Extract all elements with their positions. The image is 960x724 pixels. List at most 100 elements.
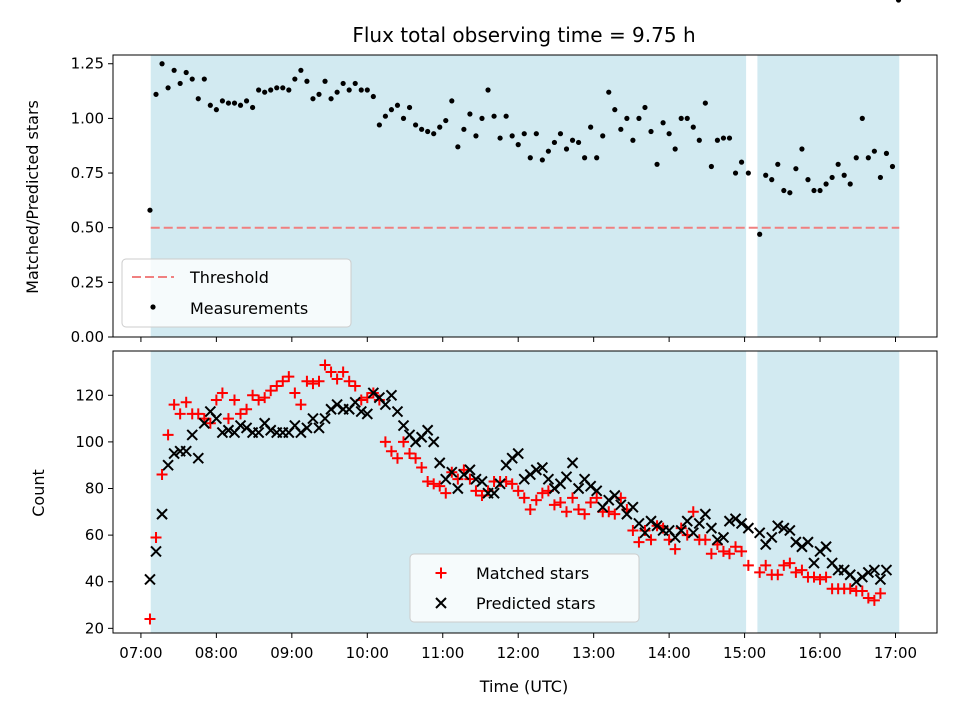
measurement-point — [618, 126, 624, 132]
predicted-star-point — [766, 531, 778, 544]
measurement-point — [316, 91, 322, 97]
predicted-star-point — [753, 527, 766, 539]
predicted-star-point — [560, 471, 573, 483]
measurement-point — [485, 87, 491, 93]
matched-star-point — [567, 492, 579, 504]
measurement-point — [877, 174, 884, 181]
measurement-point — [497, 135, 503, 141]
top-y-axis-label: Matched/Predicted stars — [23, 100, 42, 294]
predicted-star-point — [307, 412, 319, 425]
measurement-point — [895, 0, 902, 3]
predicted-star-point — [446, 466, 458, 478]
predicted-star-point — [488, 487, 500, 499]
measurement-point — [394, 102, 401, 108]
measurement-point — [382, 113, 389, 119]
bottom-legend: Matched stars Predicted stars — [409, 553, 640, 623]
matched-star-point — [844, 583, 856, 595]
predicted-star-point — [464, 464, 476, 476]
predicted-star-point — [397, 419, 410, 432]
predicted-star-point — [168, 447, 180, 460]
predicted-star-point — [802, 536, 814, 548]
measurement-point — [473, 133, 479, 139]
measurement-point — [642, 104, 648, 111]
measurement-point — [400, 115, 407, 121]
predicted-star-point — [862, 566, 875, 579]
top-axes-frame — [112, 54, 938, 338]
predicted-star-point — [186, 429, 198, 441]
matched-star-point — [162, 429, 174, 441]
predicted-star-point — [144, 573, 156, 586]
measurement-point — [775, 161, 781, 167]
measurement-point — [600, 133, 606, 139]
legend-measurements-swatch — [150, 304, 156, 310]
measurement-point — [708, 163, 714, 170]
matched-star-point — [579, 508, 591, 520]
predicted-star-point — [687, 527, 699, 539]
top-observing-window-1 — [757, 55, 900, 337]
matched-star-point — [464, 473, 476, 485]
predicted-star-point — [609, 489, 621, 502]
matched-star-point — [235, 408, 247, 420]
matched-star-point — [271, 380, 283, 392]
measurement-point — [575, 139, 582, 146]
measurement-point — [419, 126, 425, 132]
predicted-star-point — [434, 457, 446, 469]
matched-star-point — [548, 499, 560, 511]
matched-star-point — [222, 413, 234, 425]
matched-star-point — [742, 559, 754, 571]
matched-star-point — [591, 492, 603, 504]
measurement-point — [370, 93, 376, 100]
predicted-star-point — [234, 419, 247, 432]
predicted-star-point — [512, 447, 524, 460]
measurement-point — [521, 131, 527, 137]
matched-star-point — [319, 359, 331, 371]
predicted-star-point — [681, 515, 693, 527]
measurement-point — [364, 87, 370, 93]
bottom-y-tick-label-5: 120 — [75, 386, 104, 404]
measurement-point — [787, 190, 793, 196]
matched-star-point — [699, 534, 711, 546]
matched-star-point — [820, 571, 832, 583]
matched-star-point — [687, 506, 699, 518]
predicted-star-point — [693, 517, 706, 530]
matched-star-point — [440, 487, 452, 499]
measurement-point — [805, 177, 811, 183]
measurement-point — [147, 207, 153, 213]
measurement-point — [594, 155, 600, 161]
measurement-point — [515, 142, 521, 148]
matched-star-point — [796, 564, 808, 576]
measurement-point — [159, 61, 165, 67]
measurement-point — [249, 104, 256, 111]
matched-star-point — [669, 543, 681, 555]
measurement-point — [606, 89, 612, 95]
measurement-point — [443, 117, 449, 124]
predicted-star-point — [772, 520, 784, 532]
matched-star-point — [784, 557, 796, 569]
measurement-point — [280, 85, 286, 91]
matched-star-point — [760, 559, 772, 571]
x-tick-label-3: 10:00 — [346, 644, 389, 662]
matched-star-point — [561, 506, 573, 518]
predicted-star-point — [675, 524, 687, 537]
measurement-point — [720, 135, 727, 141]
matched-star-point — [754, 566, 766, 578]
measurement-point — [425, 128, 431, 135]
predicted-star-point — [778, 522, 790, 534]
predicted-star-point — [319, 412, 331, 425]
predicted-star-point — [874, 573, 887, 586]
measurement-point — [757, 231, 763, 237]
predicted-star-point — [808, 557, 820, 569]
measurement-point — [582, 155, 588, 161]
measurement-point — [298, 67, 304, 73]
matched-star-point — [343, 375, 355, 387]
measurement-point — [696, 137, 702, 143]
predicted-star-point — [717, 531, 730, 544]
matched-star-point — [585, 496, 597, 508]
measurement-point — [243, 98, 250, 104]
measurement-point — [847, 181, 853, 187]
matched-star-point — [259, 392, 271, 404]
predicted-star-point — [452, 482, 464, 495]
measurement-point — [256, 87, 262, 93]
predicted-star-point — [705, 522, 718, 534]
